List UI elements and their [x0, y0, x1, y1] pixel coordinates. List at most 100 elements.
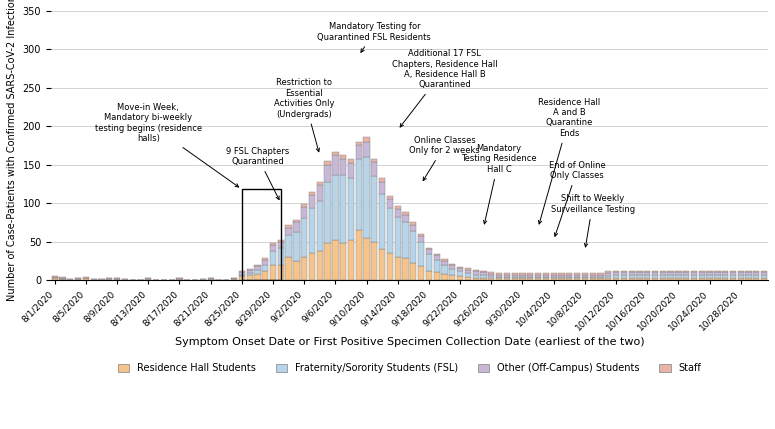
Bar [208, 278, 214, 279]
Text: Residence Hall
A and B
Quarantine
Ends: Residence Hall A and B Quarantine Ends [538, 97, 601, 224]
Bar [332, 175, 339, 240]
Bar [449, 269, 456, 275]
Bar [715, 275, 721, 278]
Bar [239, 276, 245, 280]
Bar [60, 279, 66, 280]
Bar [442, 261, 448, 265]
Bar [722, 272, 728, 275]
Bar [605, 272, 611, 273]
Bar [738, 271, 744, 272]
Bar [691, 278, 698, 280]
Bar [434, 255, 440, 260]
Bar [707, 278, 713, 280]
Bar [582, 278, 588, 280]
Bar [738, 275, 744, 278]
Bar [356, 159, 362, 230]
Bar [512, 273, 518, 275]
Bar [488, 272, 494, 274]
Bar [535, 278, 541, 280]
Bar [270, 245, 276, 251]
Bar [449, 264, 456, 266]
Bar [667, 275, 673, 278]
Bar [356, 145, 362, 159]
Bar [527, 275, 533, 277]
Bar [106, 278, 112, 279]
Bar [598, 278, 604, 280]
Bar [644, 275, 650, 278]
Bar [410, 222, 416, 225]
Bar [582, 273, 588, 275]
Bar [309, 208, 315, 253]
Bar [317, 251, 323, 280]
Bar [496, 273, 502, 275]
Bar [567, 275, 573, 277]
Bar [317, 182, 323, 185]
Bar [379, 182, 385, 194]
Bar [301, 207, 308, 218]
Text: Mandatory
Testing Residence
Hall C: Mandatory Testing Residence Hall C [461, 144, 537, 224]
Bar [675, 275, 681, 278]
Bar [636, 278, 642, 280]
Bar [371, 162, 377, 176]
Bar [683, 272, 689, 275]
Bar [667, 272, 673, 275]
Bar [629, 271, 635, 272]
Bar [371, 158, 377, 162]
Bar [558, 278, 564, 280]
Bar [574, 278, 580, 280]
Bar [527, 273, 533, 275]
Bar [699, 272, 705, 275]
Bar [277, 240, 284, 242]
Bar [200, 279, 206, 280]
Bar [145, 279, 151, 280]
Bar [465, 270, 471, 273]
Bar [590, 275, 596, 277]
Bar [449, 275, 456, 280]
Bar [418, 236, 424, 242]
Bar [325, 243, 331, 280]
Bar [387, 253, 393, 280]
Bar [285, 225, 291, 228]
Bar [652, 275, 658, 278]
Bar [340, 243, 346, 280]
Bar [410, 231, 416, 263]
Bar [293, 261, 299, 280]
Bar [473, 275, 479, 278]
Bar [715, 271, 721, 272]
Bar [325, 165, 331, 181]
Bar [550, 278, 556, 280]
Bar [246, 269, 253, 270]
Bar [387, 196, 393, 199]
Bar [707, 275, 713, 278]
Bar [277, 265, 284, 280]
Bar [629, 275, 635, 278]
Bar [449, 266, 456, 269]
Bar [52, 277, 58, 278]
Bar [605, 276, 611, 278]
Bar [527, 277, 533, 278]
Bar [457, 272, 463, 276]
Bar [98, 279, 105, 280]
Bar [660, 271, 666, 272]
Bar [613, 271, 619, 272]
Bar [707, 272, 713, 275]
Bar [574, 277, 580, 278]
Bar [504, 275, 510, 277]
Bar [660, 272, 666, 275]
Bar [293, 220, 299, 222]
Bar [410, 263, 416, 280]
Bar [371, 242, 377, 280]
Bar [636, 272, 642, 275]
Bar [52, 278, 58, 280]
Bar [301, 204, 308, 207]
Bar [519, 273, 525, 275]
Bar [519, 277, 525, 278]
Bar [356, 142, 362, 145]
Bar [301, 218, 308, 257]
Bar [60, 278, 66, 279]
Bar [480, 275, 487, 278]
Bar [332, 240, 339, 280]
Bar [621, 271, 627, 272]
Bar [262, 265, 268, 271]
Bar [379, 249, 385, 280]
